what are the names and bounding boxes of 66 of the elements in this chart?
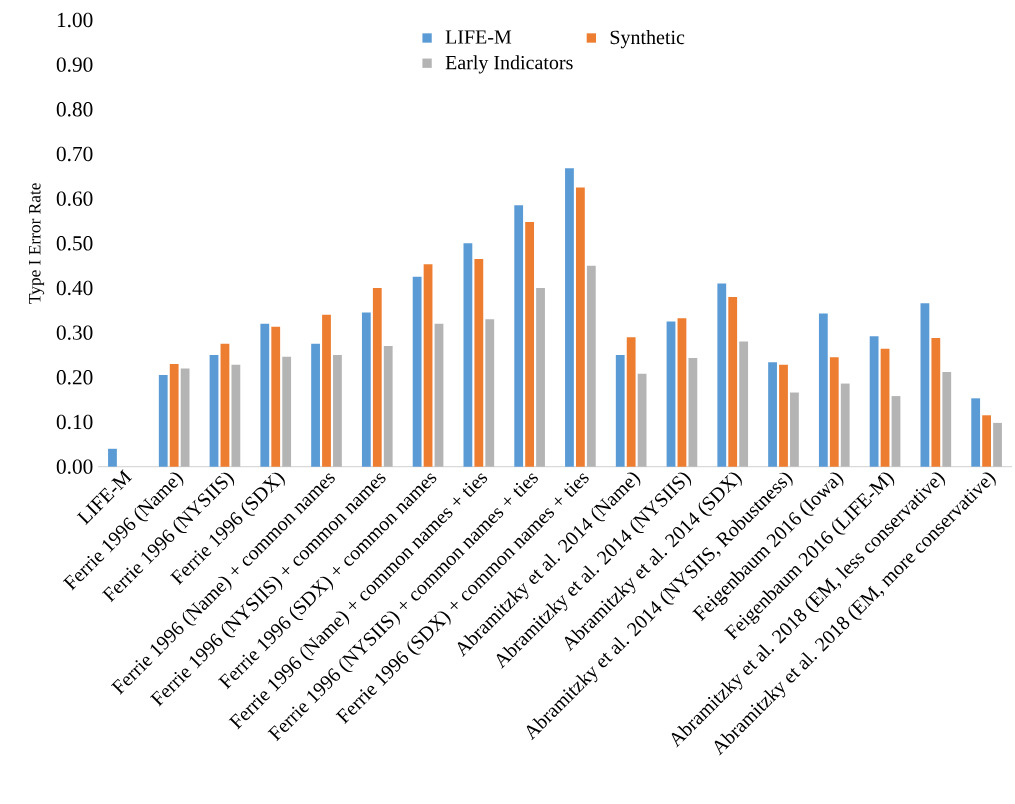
bar (688, 358, 698, 467)
legend-label: Early Indicators (445, 55, 573, 74)
bar (920, 303, 930, 467)
bar (463, 243, 473, 467)
bar (322, 314, 331, 467)
bar (231, 364, 241, 467)
y-axis-title: Type I Error Rate (29, 183, 45, 304)
bar (586, 265, 596, 467)
bar (565, 168, 574, 467)
bar (260, 323, 270, 467)
bar (485, 319, 495, 467)
bar (423, 264, 433, 467)
y-tick-label: 1.00 (57, 12, 93, 28)
y-tick-label: 0.50 (56, 236, 93, 251)
bar (158, 375, 168, 467)
bar (271, 326, 281, 467)
bar (169, 363, 179, 467)
bar (412, 276, 422, 467)
bar (768, 362, 777, 467)
legend-label: LIFE-M (445, 30, 512, 44)
bar (383, 346, 393, 467)
y-tick-label: 0.90 (56, 57, 93, 72)
bar (829, 357, 839, 467)
bar (536, 288, 545, 467)
bar (180, 368, 190, 467)
y-tick-label: 0.70 (56, 146, 93, 162)
bar (626, 337, 636, 467)
bar (666, 321, 676, 467)
bar (615, 354, 625, 467)
bar (818, 313, 828, 467)
bar (971, 398, 981, 467)
bar (637, 373, 647, 467)
bar (282, 356, 292, 467)
bar (880, 348, 890, 467)
bar (739, 341, 749, 467)
bar (514, 205, 524, 467)
bar (209, 354, 219, 467)
bar (840, 383, 850, 467)
bar (108, 448, 117, 467)
bar (311, 343, 320, 467)
y-tick-label: 0.20 (56, 370, 93, 385)
bar (361, 312, 371, 467)
y-tick-label: 0.30 (56, 325, 93, 340)
y-tick-label: 0.10 (56, 414, 93, 430)
legend-label: Synthetic (610, 30, 685, 49)
bar (474, 258, 484, 467)
bar (372, 288, 382, 467)
bar (931, 338, 941, 467)
y-tick-label: 0.80 (56, 102, 93, 117)
bar (891, 396, 901, 467)
bar (869, 336, 879, 467)
bar (575, 187, 585, 467)
bar (982, 415, 992, 467)
bar (220, 343, 230, 467)
y-tick-label: 0.60 (56, 191, 93, 206)
bar (434, 323, 444, 467)
bar (993, 422, 1002, 467)
bar (717, 283, 727, 467)
bar (677, 318, 687, 467)
bar (333, 354, 342, 467)
bar (728, 296, 738, 467)
bar (942, 371, 952, 467)
bar (779, 364, 788, 467)
y-tick-label: 0.40 (56, 280, 93, 296)
bar (525, 221, 535, 467)
bar (790, 392, 799, 467)
